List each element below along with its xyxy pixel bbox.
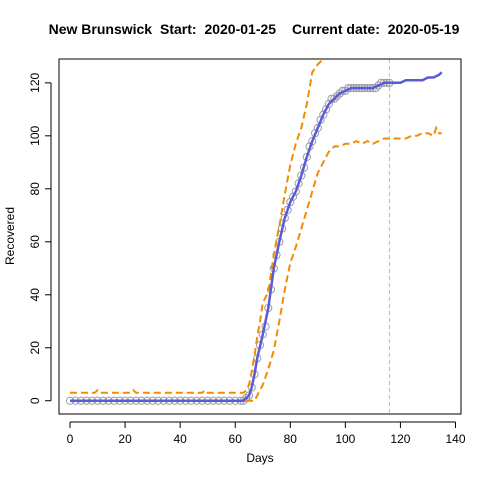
- x-tick-label: 80: [284, 432, 298, 446]
- observed-point: [324, 99, 333, 109]
- chart-title: New Brunswick Start: 2020-01-25 Current …: [49, 21, 460, 37]
- x-tick-label: 120: [390, 432, 410, 446]
- plot-frame: [58, 58, 462, 415]
- x-tick-label: 40: [173, 432, 187, 446]
- fit-line: [70, 71, 443, 403]
- title-region: New Brunswick: [49, 21, 153, 37]
- x-tick-label: 140: [445, 432, 465, 446]
- title-start-label: Start:: [160, 21, 197, 37]
- title-start-date: 2020-01-25: [204, 21, 276, 37]
- x-axis-label: Days: [246, 451, 273, 465]
- upper-bound-line: [70, 59, 325, 394]
- observed-point: [330, 94, 339, 103]
- observed-point: [332, 91, 342, 101]
- observed-points: [65, 78, 394, 405]
- y-tick-label: 60: [28, 235, 42, 249]
- y-tick-label: 20: [28, 341, 42, 355]
- y-tick-label: 40: [28, 288, 42, 302]
- lower-bound-line: [70, 125, 442, 402]
- x-axis: 0 20 40 60 80 100 120 140: [67, 421, 466, 446]
- y-tick-label: 0: [28, 397, 42, 404]
- x-tick-label: 0: [67, 432, 74, 446]
- observed-point: [319, 110, 328, 119]
- title-current-date: 2020-05-19: [388, 21, 460, 37]
- y-tick-label: 80: [28, 182, 42, 196]
- y-tick-label: 100: [28, 125, 42, 145]
- observed-point: [374, 81, 383, 90]
- observed-point: [313, 123, 322, 132]
- y-axis-label: Recovered: [3, 207, 17, 265]
- y-tick-label: 120: [28, 73, 42, 93]
- observed-point: [321, 105, 331, 114]
- x-tick-label: 60: [229, 432, 243, 446]
- title-current-label: Current date:: [292, 21, 380, 37]
- x-tick-label: 20: [118, 432, 132, 446]
- observed-point: [288, 192, 298, 201]
- y-axis: 0 20 40 60 80 100 120: [28, 73, 52, 404]
- observed-point: [335, 89, 344, 98]
- plot-area: [65, 59, 443, 414]
- x-tick-label: 100: [335, 432, 355, 446]
- observed-point: [341, 86, 350, 95]
